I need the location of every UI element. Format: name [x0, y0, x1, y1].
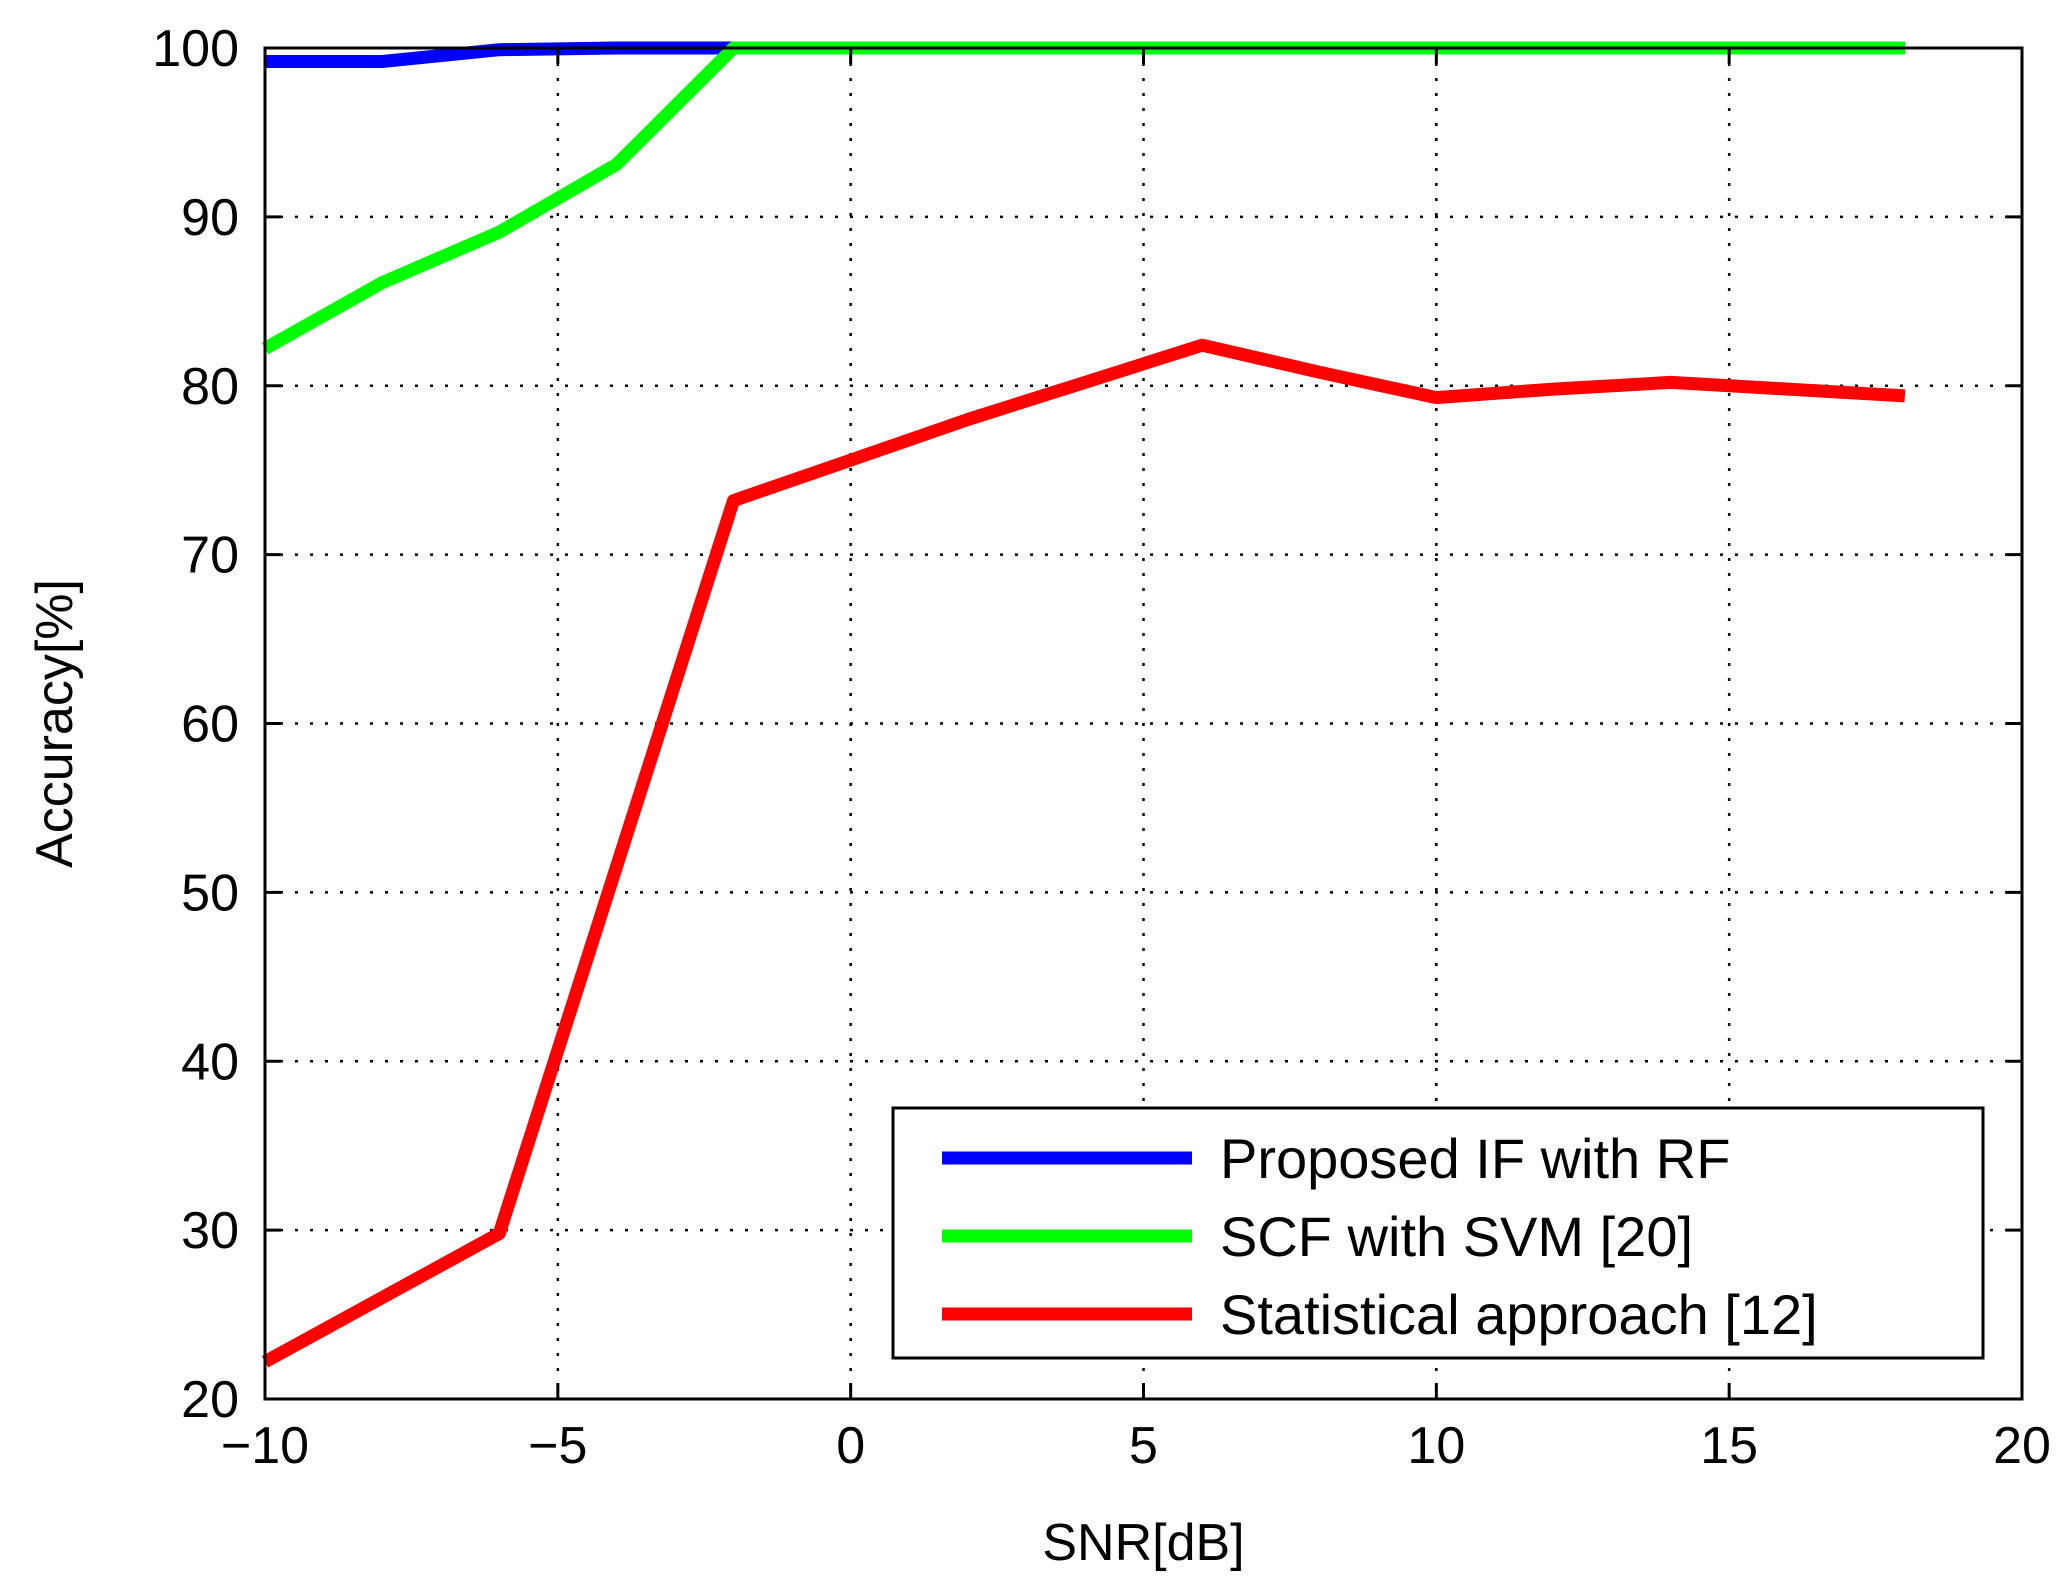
y-tick-label: 30 [181, 1202, 239, 1260]
legend-label-1: Proposed IF with RF [1220, 1127, 1730, 1190]
x-axis-label: SNR[dB] [1042, 1514, 1244, 1572]
y-tick-label: 80 [181, 358, 239, 416]
y-tick-label: 40 [181, 1033, 239, 1091]
x-tick-label: 20 [1993, 1417, 2051, 1475]
y-axis-label: Accuracy[%] [26, 579, 84, 868]
y-tick-label: 60 [181, 696, 239, 754]
y-tick-label: 50 [181, 864, 239, 922]
y-tick-label: 70 [181, 527, 239, 585]
y-tick-label: 90 [181, 189, 239, 247]
x-tick-label: −10 [221, 1417, 309, 1475]
x-tick-label: 5 [1129, 1417, 1158, 1475]
series-line-3 [261, 338, 1906, 1368]
axis-ticks: −10 −5 0 5 10 15 20 20 30 40 50 60 70 80 90 100 [152, 20, 2051, 1475]
x-tick-label: 0 [836, 1417, 865, 1475]
legend-label-2: SCF with SVM [20] [1220, 1205, 1693, 1268]
legend-label-3: Statistical approach [12] [1220, 1283, 1818, 1346]
x-tick-label: 10 [1407, 1417, 1465, 1475]
x-tick-label: 15 [1700, 1417, 1758, 1475]
y-tick-label: 20 [181, 1371, 239, 1429]
x-tick-label: −5 [528, 1417, 587, 1475]
y-tick-label: 100 [152, 20, 239, 78]
legend: Proposed IF with RF SCF with SVM [20] Stat… [891, 1106, 1985, 1360]
